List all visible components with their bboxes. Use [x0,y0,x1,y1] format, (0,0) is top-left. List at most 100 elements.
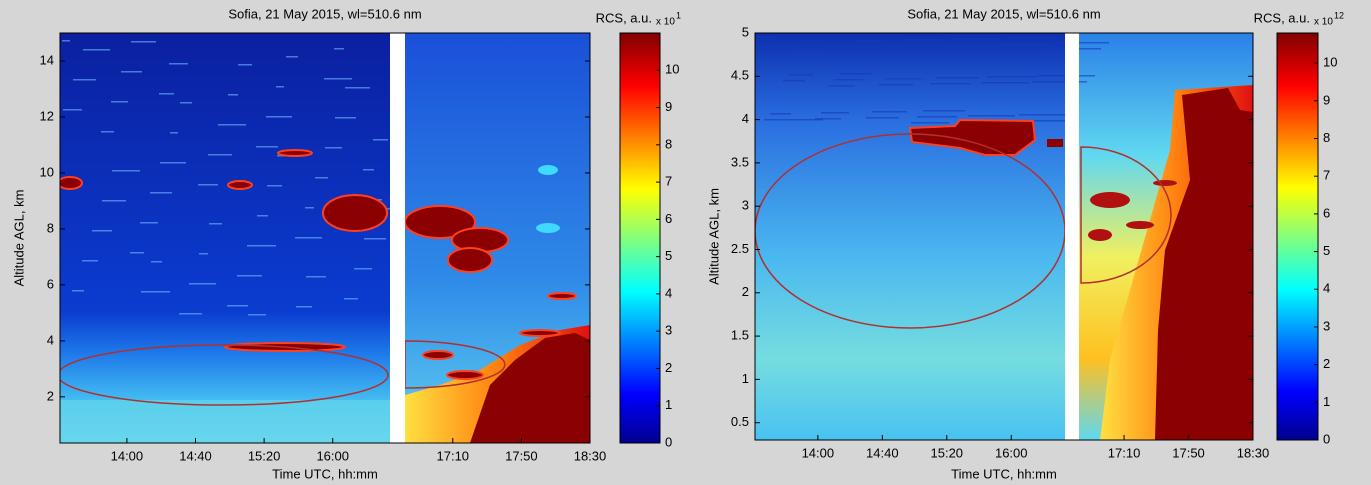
y-tick-label: 2 [742,284,749,299]
heatmap-streak [1032,81,1087,83]
heatmap-streak [227,305,248,307]
heatmap-streak [121,71,142,73]
heatmap-streak [853,40,885,42]
colorbar-exponent: 12 [1334,10,1344,20]
x-tick-label: 17:10 [1108,445,1141,460]
annotation-ellipse [1080,146,1172,284]
heatmap-streak [373,139,388,141]
heatmap-streak [256,146,278,148]
heatmap-cloud [1047,139,1063,147]
heatmap-streak [209,223,222,225]
annotation-ellipse [404,340,506,389]
y-tick-label: 8 [47,220,54,235]
heatmap-streak [286,56,298,58]
heatmap-region [60,400,390,443]
colorbar-tick-label: 8 [665,136,672,151]
heatmap-streak [334,48,344,50]
heatmap-streak [879,84,913,86]
y-tick-label: 10 [40,164,54,179]
heatmap-cloud [447,247,493,273]
heatmap-streak [198,184,218,186]
time-gap [1065,33,1079,440]
colorbar-tick-label: 3 [1323,318,1330,333]
y-axis-label: Altitude AGL, km [706,188,721,285]
heatmap-streak [325,147,342,149]
heatmap-streak [955,38,1001,40]
heatmap-streak [796,47,819,49]
colorbar-tick-label: 7 [1323,168,1330,183]
x-tick-label: 16:00 [316,448,349,463]
heatmap-streak [295,237,322,239]
heatmap-streak [1013,120,1065,122]
x-tick-label: 14:00 [802,445,835,460]
x-tick-label: 17:50 [1172,445,1205,460]
colorbar-tick-label: 9 [665,99,672,114]
heatmap-streak [112,170,140,172]
heatmap-streak [83,49,110,51]
colorbar-tick-label: 8 [1323,130,1330,145]
heatmap-streak [866,117,899,119]
time-gap [390,33,405,443]
heatmap-streak [949,44,993,46]
x-tick-label: 14:00 [111,448,144,463]
heatmap-cloud [519,329,561,337]
heatmap-region [470,333,590,443]
heatmap-streak [238,64,252,66]
heatmap-streak [82,260,98,262]
heatmap-streak [160,162,186,164]
heatmap-cloud [277,149,313,157]
y-axis-label: Altitude AGL, km [11,190,26,287]
heatmap-cloud [1090,192,1130,208]
heatmap-streak [981,82,1029,84]
plot-frame [754,32,1254,441]
colorbar-multiplier: x 10 [1314,17,1333,28]
x-tick-label: 18:30 [1237,445,1270,460]
y-tick-label: 3.5 [731,154,749,169]
y-tick-label: 2 [47,388,54,403]
y-tick-label: 0.5 [731,414,749,429]
heatmap-streak [828,85,855,87]
heatmap-cloud [227,180,253,190]
heatmap-streak [247,245,276,247]
y-tick-label: 1.5 [731,328,749,343]
y-tick-label: 4 [47,332,54,347]
heatmap-streak [885,78,921,80]
heatmap-plot [755,33,1253,440]
heatmap-streak [764,119,823,121]
heatmap-cloud [1088,229,1112,241]
heatmap-streak [354,268,372,270]
heatmap-streak [968,115,1015,117]
heatmap-streak [169,63,188,65]
heatmap-cloud [322,194,388,232]
y-tick-label: 4 [742,111,749,126]
heatmap-streak [757,36,777,38]
heatmap-streak [92,230,112,232]
heatmap-streak [151,261,162,263]
heatmap-streak [218,124,246,126]
x-axis-label: Time UTC, hh:mm [272,466,378,481]
colorbar-tick-label: 1 [665,397,672,412]
heatmap-streak [179,313,202,315]
colorbar-tick-label: 2 [1323,356,1330,371]
heatmap-streak [296,306,312,308]
heatmap-streak [994,49,1043,51]
plot-frame [59,32,591,444]
heatmap-cloud [908,118,1037,156]
colorbar [619,32,661,444]
colorbar-tick-label: 3 [665,323,672,338]
heatmap-cloud [538,165,558,175]
heatmap-streak [364,238,386,240]
heatmap-streak [199,253,208,255]
x-tick-label: 16:00 [995,445,1028,460]
colorbar-tick-label: 10 [1323,55,1337,70]
heatmap-streak [140,222,158,224]
colorbar-tick-label: 2 [665,360,672,375]
heatmap-streak [111,101,128,103]
heatmap-streak [267,185,282,187]
chart-title: Sofia, 21 May 2015, wl=510.6 nm [907,6,1100,21]
colorbar-tick-label: 6 [665,211,672,226]
heatmap-cloud [1153,180,1177,186]
y-tick-label: 6 [47,276,54,291]
heatmap-streak [847,46,877,48]
